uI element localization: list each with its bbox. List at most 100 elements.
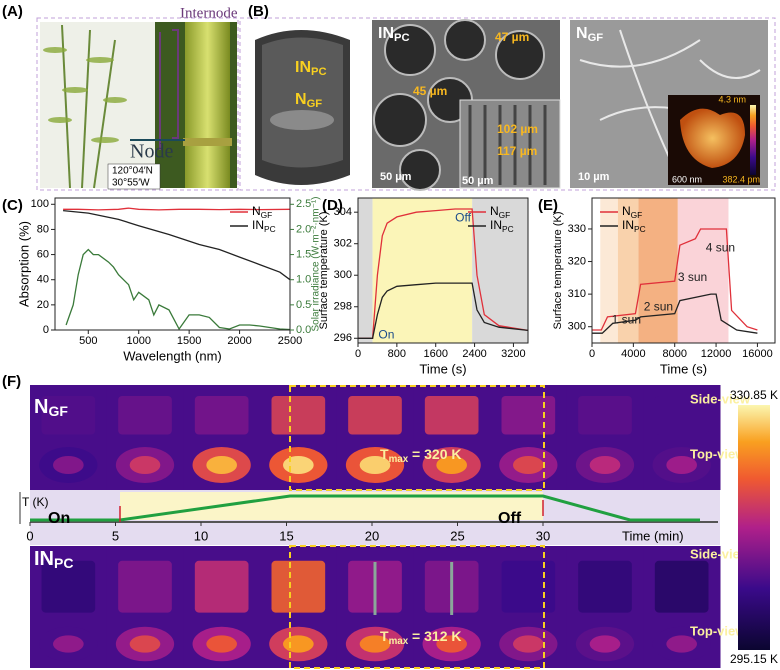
x-tick-label: 1500 [177,335,201,347]
thermal-core [513,456,544,474]
x-tick-label: 20 [365,528,379,543]
model-inner [262,37,343,168]
y-label: T (K) [22,495,48,509]
x-tick-label: 1000 [126,335,150,347]
node-ring [183,138,232,146]
thermal-core [129,635,161,653]
x-label: Time (min) [622,528,684,543]
internode-label: Internode [180,5,238,21]
thermal-core [513,635,544,653]
dimension: 102 µm [497,122,538,136]
thermal-object [654,396,709,435]
y-tick-label: 298 [334,301,352,313]
annotation: 1 sun [612,312,641,326]
x-tick-label: 500 [79,335,97,347]
x-tick-label: 25 [450,528,464,543]
y2-tick-label: 1.0 [296,274,311,286]
dimension: 45 µm [413,84,447,98]
legend-label: NGF [622,204,642,220]
thermal-object [501,560,556,613]
y-tick-label: 300 [568,321,586,333]
thermal-object [41,560,96,613]
annotation: 2 sun [644,299,673,313]
y-tick-label: 302 [334,238,352,250]
series-line [63,207,290,211]
thermal-core [53,456,84,474]
shaded-region [617,198,639,343]
stem [185,22,230,188]
afm-max: 4.3 nm [718,94,746,104]
panel-label: (F) [2,373,21,390]
legend-label: INPC [622,218,646,234]
thermal-core [283,456,314,474]
x-tick-label: 30 [536,528,550,543]
x-tick-label: 16000 [742,348,773,360]
dimension: 117 µm [497,144,537,158]
x-tick-label: 2500 [278,335,302,347]
coord: 120°04′N [112,166,153,177]
thermal-object [194,396,249,435]
y-tick-label: 40 [37,274,49,286]
sem-inset-cells [468,105,547,185]
x-tick-label: 0 [26,528,33,543]
y-tick-label: 330 [568,223,586,235]
thermal-object [194,560,249,613]
scale-bar: 10 µm [578,171,610,183]
thermal-core [589,456,621,474]
y-tick-label: 296 [334,332,352,344]
model-node [270,110,334,130]
y2-tick-label: 0.0 [296,324,311,336]
legend-label: NGF [490,204,510,220]
panel-label: (D) [322,197,343,214]
afm-flake [680,108,745,168]
bracket [172,29,179,139]
temperature-profile [30,494,700,522]
thermal-object [271,560,326,613]
series-line [592,293,758,334]
sem-inset [459,99,561,189]
thermal-object [578,396,632,435]
legend-label: NGF [252,204,272,220]
annotation: Off [455,211,471,225]
y-tick-label: 80 [37,223,49,235]
thermal-object [118,396,172,435]
bamboo-stems [61,24,116,189]
shaded-region [677,198,729,343]
afm-min: 382.4 pm [722,174,760,184]
y2-tick-label: 0.5 [296,299,311,311]
thermal-core [359,456,391,474]
afm-scale [750,105,756,175]
y-tick-label: 304 [334,206,352,218]
thermal-object [118,560,172,613]
x-axis-label: Wavelength (nm) [123,348,222,363]
sem-title: NGF [576,25,603,44]
thermal-core [206,635,238,653]
sem-title: INPC [378,25,410,44]
timeline: 0 5 10 15 20 25 30 T (K)On Off Time (min) [19,492,718,543]
x-tick-label: 8000 [662,348,686,360]
x-axis-label: Time (s) [660,361,707,376]
plot-frame [357,197,529,344]
y-axis-label: Surface temperature (K) [318,212,330,330]
x-axis-label: Time (s) [419,361,466,376]
y-tick-label: 310 [568,288,586,300]
y-tick-label: 320 [568,255,586,267]
panel-label: (C) [2,197,23,214]
y-axis-label: Absorption (%) [16,221,31,307]
thermal-core [666,635,698,653]
thermal-object [348,396,402,435]
y2-tick-label: 1.5 [296,248,311,260]
colorbar-max: 330.85 K [730,388,778,402]
thermal-images [30,385,721,668]
series-line [358,282,528,339]
scale-bar: 50 µm [380,171,412,183]
x-tick-label: 4000 [621,348,645,360]
colorbar-min: 295.15 K [730,652,778,666]
thermal-core [283,635,314,653]
series-line [358,208,528,339]
node-label: Node [130,141,173,163]
frame [239,17,776,191]
highlight [289,545,545,669]
x-tick-label: 2000 [227,335,251,347]
annotation: On [378,327,394,341]
